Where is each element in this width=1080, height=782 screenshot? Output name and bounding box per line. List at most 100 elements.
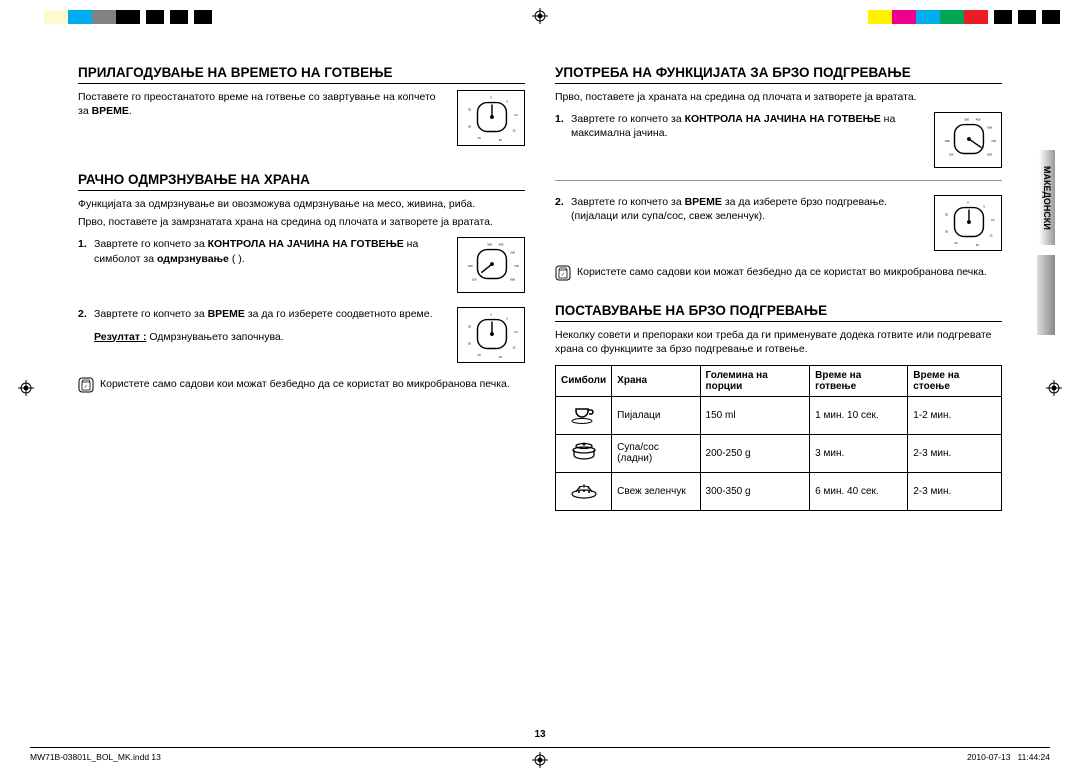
- stand-cell: 2-3 мин.: [908, 434, 1002, 472]
- result-line: Резултат : Одмрзнувањето започнува.: [94, 330, 449, 344]
- note: ✓ Користете само садови кои можат безбед…: [555, 265, 1002, 281]
- cook-cell: 6 мин. 40 сек.: [810, 472, 908, 510]
- svg-text:300: 300: [964, 118, 969, 122]
- registration-mark-icon: [1046, 380, 1062, 396]
- paragraph: Функцијата за одмрзнување ви овозможува …: [78, 197, 525, 211]
- th-cook: Време на готвење: [810, 365, 908, 396]
- size-cell: 150 ml: [700, 396, 810, 434]
- power-dial-icon: 300 450 600 700 800 100 180: [934, 112, 1002, 168]
- svg-text:35: 35: [945, 212, 949, 216]
- step-2: 2.Завртете го копчето за ВРЕМЕ за да изб…: [555, 195, 926, 223]
- footer-filename: MW71B-03801L_BOL_MK.indd 13: [30, 752, 161, 762]
- svg-text:15: 15: [512, 129, 516, 133]
- note-icon: ✓: [78, 377, 94, 393]
- language-tab: МАКЕДОНСКИ: [1039, 150, 1055, 245]
- svg-text:35: 35: [468, 107, 472, 111]
- svg-text:180: 180: [468, 264, 473, 268]
- footer: MW71B-03801L_BOL_MK.indd 13 2010-07-13 1…: [30, 747, 1050, 762]
- svg-text:800: 800: [510, 278, 515, 282]
- color-bar-left: [20, 10, 212, 24]
- th-size: Големина на порции: [700, 365, 810, 396]
- th-symbols: Симболи: [556, 365, 612, 396]
- svg-text:100: 100: [949, 153, 954, 157]
- page-content: ПРИЛАГОДУВАЊЕ НА ВРЕМЕТО НА ГОТВЕЊЕ 0 5 10…: [78, 65, 1002, 533]
- registration-mark-icon: [532, 8, 548, 24]
- svg-text:10: 10: [514, 330, 518, 334]
- side-gradient: [1037, 255, 1055, 335]
- svg-text:300: 300: [487, 243, 492, 247]
- paragraph: Неколку совети и препораки кои треба да …: [555, 328, 1002, 356]
- table-row: Супа/сос (ладни)200-250 g3 мин.2-3 мин.: [556, 434, 1002, 472]
- food-cell: Свеж зеленчук: [612, 472, 700, 510]
- svg-text:15: 15: [512, 346, 516, 350]
- cook-cell: 3 мин.: [810, 434, 908, 472]
- svg-text:0: 0: [967, 201, 969, 205]
- time-dial-icon: 0 5 10 15 20 25 30 35: [457, 90, 525, 146]
- stand-cell: 1-2 мин.: [908, 396, 1002, 434]
- size-cell: 300-350 g: [700, 472, 810, 510]
- paragraph: Прво, поставете ја храната на средина од…: [555, 90, 1002, 104]
- step-1: 1.Завртете го копчето за КОНТРОЛА НА ЈАЧ…: [78, 237, 449, 265]
- heading: ПРИЛАГОДУВАЊЕ НА ВРЕМЕТО НА ГОТВЕЊЕ: [78, 65, 525, 84]
- svg-text:✓: ✓: [84, 384, 88, 390]
- svg-text:180: 180: [945, 139, 950, 143]
- svg-text:20: 20: [499, 138, 503, 142]
- settings-table: Симболи Храна Големина на порции Време н…: [555, 365, 1002, 511]
- heading: ПОСТАВУВАЊЕ НА БРЗО ПОДГРЕВАЊЕ: [555, 303, 1002, 322]
- note: ✓ Користете само садови кои можат безбед…: [78, 377, 525, 393]
- svg-text:0: 0: [490, 313, 492, 317]
- svg-text:35: 35: [468, 325, 472, 329]
- color-bar-right: [868, 10, 1060, 24]
- svg-text:5: 5: [506, 317, 508, 321]
- paragraph: Прво, поставете ја замрзнатата храна на …: [78, 215, 525, 229]
- svg-text:700: 700: [991, 139, 996, 143]
- symbol-cell: [556, 396, 612, 434]
- food-cell: Супа/сос (ладни): [612, 434, 700, 472]
- svg-text:800: 800: [987, 153, 992, 157]
- svg-text:30: 30: [468, 125, 472, 129]
- page-number: 13: [534, 729, 545, 740]
- step-1: 1.Завртете го копчето за КОНТРОЛА НА ЈАЧ…: [555, 112, 926, 140]
- svg-text:450: 450: [976, 118, 981, 122]
- svg-text:10: 10: [514, 113, 518, 117]
- section-quick-heat-settings: ПОСТАВУВАЊЕ НА БРЗО ПОДГРЕВАЊЕ Неколку с…: [555, 303, 1002, 510]
- th-stand: Време на стоење: [908, 365, 1002, 396]
- svg-text:20: 20: [499, 355, 503, 359]
- svg-text:0: 0: [490, 96, 492, 100]
- left-column: ПРИЛАГОДУВАЊЕ НА ВРЕМЕТО НА ГОТВЕЊЕ 0 5 10…: [78, 65, 525, 533]
- svg-text:15: 15: [989, 234, 993, 238]
- table-row: Пијалаци150 ml1 мин. 10 сек.1-2 мин.: [556, 396, 1002, 434]
- svg-text:600: 600: [987, 126, 992, 130]
- section-manual-defrost: РАЧНО ОДМРЗНУВАЊЕ НА ХРАНА Функцијата за…: [78, 172, 525, 393]
- power-dial-icon: 300 450 600 700 800 100 180: [457, 237, 525, 293]
- registration-mark-icon: [18, 380, 34, 396]
- svg-text:✓: ✓: [561, 272, 565, 278]
- svg-text:30: 30: [945, 230, 949, 234]
- svg-text:100: 100: [472, 278, 477, 282]
- section-quick-heat: УПОТРЕБА НА ФУНКЦИЈАТА ЗА БРЗО ПОДГРЕВАЊ…: [555, 65, 1002, 281]
- section-adjust-time: ПРИЛАГОДУВАЊЕ НА ВРЕМЕТО НА ГОТВЕЊЕ 0 5 10…: [78, 65, 525, 150]
- svg-text:5: 5: [983, 205, 985, 209]
- svg-text:25: 25: [478, 354, 482, 358]
- footer-datetime: 2010-07-13 11:44:24: [967, 752, 1050, 762]
- svg-text:5: 5: [506, 100, 508, 104]
- cook-cell: 1 мин. 10 сек.: [810, 396, 908, 434]
- food-cell: Пијалаци: [612, 396, 700, 434]
- symbol-cell: [556, 434, 612, 472]
- size-cell: 200-250 g: [700, 434, 810, 472]
- svg-text:25: 25: [955, 241, 959, 245]
- right-column: УПОТРЕБА НА ФУНКЦИЈАТА ЗА БРЗО ПОДГРЕВАЊ…: [555, 65, 1002, 533]
- table-row: Свеж зеленчук300-350 g6 мин. 40 сек.2-3 …: [556, 472, 1002, 510]
- svg-text:700: 700: [514, 264, 519, 268]
- heading: РАЧНО ОДМРЗНУВАЊЕ НА ХРАНА: [78, 172, 525, 191]
- time-dial-icon: 0 5 10 15 20 25 30 35: [457, 307, 525, 363]
- svg-text:25: 25: [478, 136, 482, 140]
- step-2: 2.Завртете го копчето за ВРЕМЕ за да го …: [78, 307, 449, 321]
- svg-text:30: 30: [468, 342, 472, 346]
- svg-text:600: 600: [510, 251, 515, 255]
- svg-text:450: 450: [499, 243, 504, 247]
- symbol-cell: [556, 472, 612, 510]
- stand-cell: 2-3 мин.: [908, 472, 1002, 510]
- svg-text:20: 20: [976, 243, 980, 247]
- note-icon: ✓: [555, 265, 571, 281]
